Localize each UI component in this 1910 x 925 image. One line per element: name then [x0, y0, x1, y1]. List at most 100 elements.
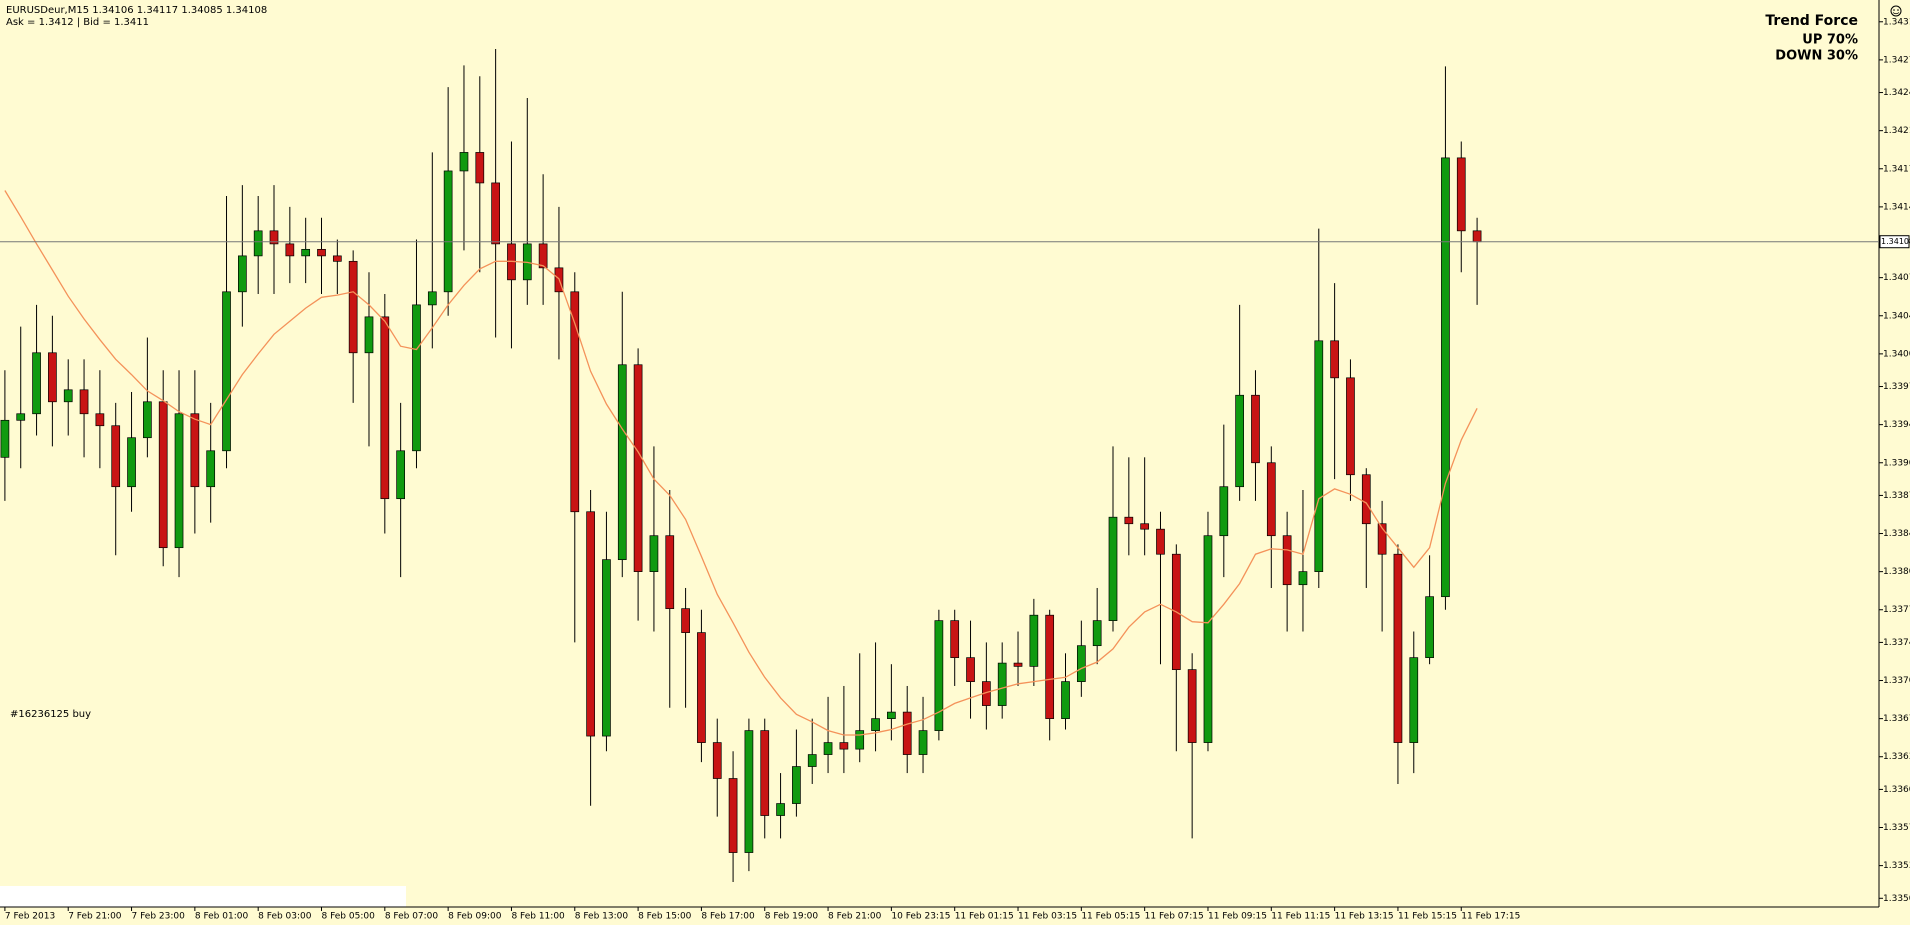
candle-body — [839, 742, 849, 750]
candle-body — [697, 632, 706, 743]
candle-body — [1282, 535, 1292, 586]
y-tick-label: 1.33670 — [1883, 714, 1910, 724]
candle-body — [427, 291, 437, 306]
candle-body — [1124, 516, 1134, 525]
candle-body — [1076, 645, 1086, 682]
y-tick-label: 1.34005 — [1883, 349, 1910, 359]
candle-body — [111, 425, 121, 488]
candle-body — [633, 364, 643, 572]
candle-body — [1456, 157, 1466, 232]
candle-body — [1013, 662, 1023, 667]
y-tick-label: 1.34310 — [1883, 17, 1910, 27]
candle-body — [1393, 553, 1403, 743]
y-tick-label: 1.33505 — [1883, 894, 1910, 904]
candle-body — [950, 620, 960, 659]
price-marker-label: 1.34108 — [1881, 237, 1910, 246]
x-tick-label: 8 Feb 17:00 — [701, 912, 755, 922]
candle-body — [1266, 462, 1276, 537]
candle-body — [332, 255, 342, 262]
candle-body — [238, 255, 247, 293]
candle-body — [1156, 528, 1165, 555]
x-tick-label: 11 Feb 09:15 — [1208, 912, 1267, 922]
candle-body — [269, 230, 279, 245]
candle-body — [807, 754, 817, 767]
indicator-title: Trend Force — [1765, 13, 1858, 29]
header-line: Ask = 1.3412 | Bid = 1.3411 — [6, 17, 149, 28]
price-marker — [1879, 235, 1910, 249]
y-tick-label: 1.34140 — [1883, 202, 1910, 212]
candle-body — [459, 152, 469, 172]
candle-body — [776, 803, 785, 816]
candle-body — [222, 291, 231, 452]
candle-body — [443, 170, 453, 293]
candle-body — [475, 152, 485, 184]
candle-body — [617, 364, 627, 561]
y-tick-label: 1.34075 — [1883, 273, 1910, 283]
x-tick-label: 7 Feb 23:00 — [132, 912, 186, 922]
candle-body — [538, 243, 548, 269]
candle-body — [997, 662, 1007, 706]
candle-body — [681, 608, 690, 633]
candle-body — [364, 316, 374, 354]
x-tick-label: 8 Feb 01:00 — [195, 912, 249, 922]
x-tick-label: 8 Feb 03:00 — [258, 912, 312, 922]
x-tick-label: 7 Feb 2013 — [5, 912, 55, 922]
candle-body — [1409, 657, 1419, 743]
x-tick-label: 8 Feb 19:00 — [765, 912, 819, 922]
candle-body — [1472, 230, 1482, 243]
candle-body — [190, 413, 200, 488]
candle-body — [1045, 614, 1055, 719]
candle-body — [0, 419, 10, 458]
y-tick-label: 1.33535 — [1883, 861, 1910, 871]
x-tick-label: 11 Feb 11:15 — [1271, 912, 1330, 922]
candle-body — [348, 260, 358, 354]
candle-body — [143, 401, 152, 439]
candle-body — [918, 730, 928, 755]
x-tick-label: 8 Feb 15:00 — [638, 912, 692, 922]
candle-body — [380, 316, 390, 500]
x-tick-label: 8 Feb 09:00 — [448, 912, 502, 922]
candle-body — [1251, 394, 1260, 464]
candle-body — [855, 730, 865, 750]
indicator-up: UP 70% — [1802, 33, 1858, 48]
y-tick-label: 1.33635 — [1883, 752, 1910, 762]
candle-body — [206, 450, 216, 488]
candle-body — [317, 248, 326, 257]
y-tick-label: 1.33770 — [1883, 605, 1910, 615]
candle-body — [1377, 523, 1387, 555]
candle-body — [1029, 614, 1039, 667]
y-tick-label: 1.33705 — [1883, 676, 1910, 686]
candle-body — [1187, 669, 1197, 743]
indicator-down: DOWN 30% — [1775, 49, 1858, 64]
y-tick-label: 1.33975 — [1883, 382, 1910, 392]
candle-body — [760, 730, 770, 816]
candle-body — [570, 291, 580, 513]
x-tick-label: 8 Feb 21:00 — [828, 912, 882, 922]
x-tick-label: 11 Feb 07:15 — [1145, 912, 1204, 922]
candle-body — [1108, 516, 1118, 621]
x-tick-label: 8 Feb 13:00 — [575, 912, 629, 922]
x-tick-label: 8 Feb 07:00 — [385, 912, 439, 922]
candle-body — [1330, 340, 1339, 379]
candle-body — [665, 535, 675, 610]
y-tick-label: 1.33805 — [1883, 567, 1910, 577]
candle-body — [95, 413, 105, 427]
y-tick-label: 1.34275 — [1883, 55, 1910, 65]
x-tick-label: 10 Feb 23:15 — [891, 912, 950, 922]
candle-body — [1061, 681, 1070, 719]
y-tick-label: 1.33905 — [1883, 458, 1910, 468]
order-annotation: #16236125 buy — [10, 709, 91, 720]
x-tick-label: 7 Feb 21:00 — [68, 912, 122, 922]
candle-body — [586, 511, 595, 737]
candle-body — [412, 304, 421, 452]
candles — [0, 48, 1482, 882]
candle-body — [301, 248, 311, 257]
y-tick-label: 1.33875 — [1883, 491, 1910, 501]
smiley-icon — [1890, 5, 1902, 17]
candle-body — [712, 742, 722, 779]
candle-body — [1314, 340, 1324, 572]
y-tick-label: 1.34210 — [1883, 126, 1910, 136]
y-tick-label: 1.33570 — [1883, 823, 1910, 833]
